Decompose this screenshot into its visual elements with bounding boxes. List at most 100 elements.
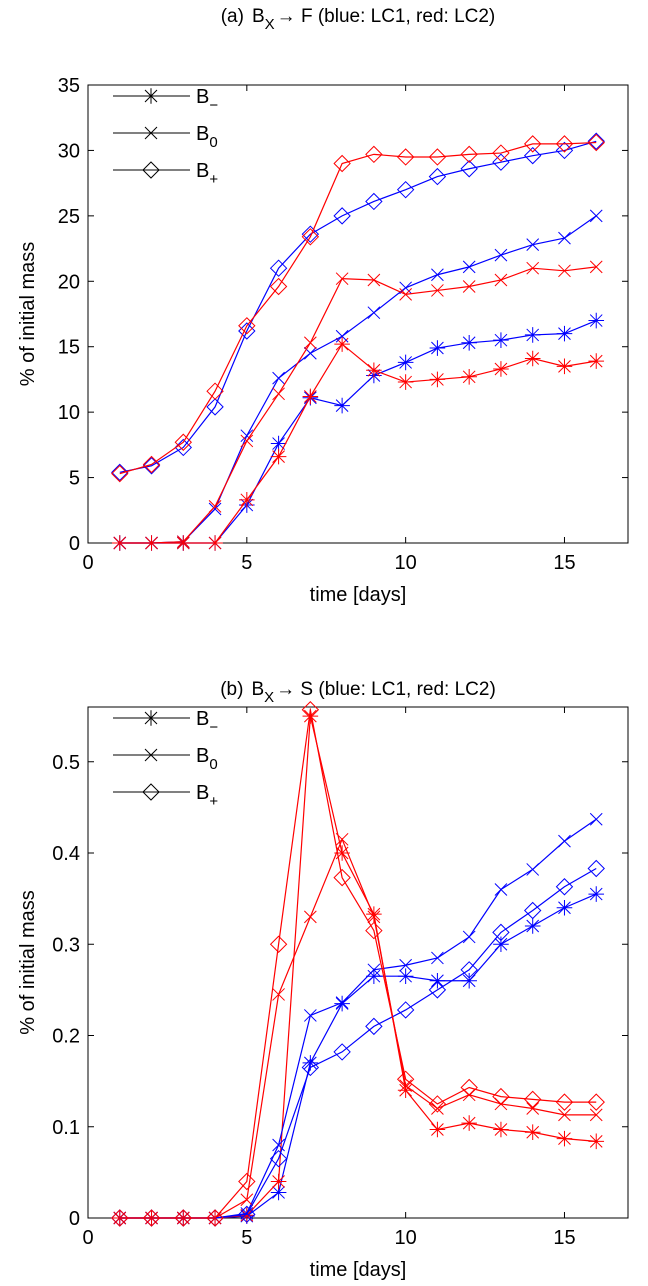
series-line: [119, 867, 597, 1219]
x-tick-label: 5: [241, 552, 252, 574]
marker-star: [143, 710, 159, 726]
marker-star: [397, 1082, 414, 1099]
y-tick-label: 25: [58, 206, 80, 228]
y-tick-label: 0.3: [52, 934, 80, 956]
marker-star: [334, 995, 350, 1012]
marker-x: [176, 535, 190, 549]
marker-star: [588, 1133, 605, 1150]
legend-label: B0: [196, 745, 218, 773]
axes-box: [87, 84, 629, 544]
series-line: [119, 715, 597, 1219]
y-tick-label: 0: [69, 533, 80, 555]
legend-entry: B−: [113, 708, 218, 736]
marker-star: [302, 708, 319, 724]
marker-diamond: [460, 160, 478, 178]
marker-diamond: [555, 1093, 574, 1111]
marker-diamond: [301, 228, 320, 246]
y-axis-label: % of initial mass: [17, 242, 39, 387]
marker-star: [588, 886, 605, 902]
series-line: [119, 140, 597, 473]
marker-star: [366, 906, 382, 922]
series-line: [119, 837, 597, 1219]
marker-diamond: [142, 1209, 161, 1227]
marker-diamond: [460, 961, 478, 979]
x-tick-label: 0: [82, 552, 93, 574]
label-sub: 0: [209, 756, 217, 773]
marker-diamond: [587, 133, 605, 152]
title-base: B: [251, 679, 264, 700]
label-sub: +: [209, 171, 218, 188]
title-rest: → F (blue: LC1, red: LC2): [277, 6, 496, 27]
marker-diamond: [238, 1172, 256, 1191]
marker-diamond: [555, 135, 574, 153]
marker-star: [493, 332, 509, 348]
marker-diamond: [333, 207, 351, 225]
marker-x: [494, 883, 508, 896]
marker-diamond: [269, 1149, 288, 1168]
marker-x: [272, 387, 285, 401]
marker-diamond: [523, 901, 542, 920]
marker-diamond: [365, 1017, 383, 1036]
label-sub: 0: [209, 134, 217, 151]
marker-diamond: [492, 1087, 510, 1106]
label-base: B: [196, 123, 209, 145]
marker-diamond: [333, 868, 351, 887]
marker-star: [429, 340, 446, 356]
title-sub: X: [264, 689, 274, 706]
marker-diamond: [428, 1095, 447, 1113]
marker-diamond: [238, 317, 256, 335]
marker-x: [367, 273, 381, 287]
marker-diamond: [301, 1058, 320, 1077]
marker-diamond: [174, 1209, 193, 1227]
legend-label: B−: [196, 86, 218, 114]
marker-x: [526, 1102, 540, 1115]
marker-x: [113, 536, 127, 550]
marker-diamond: [333, 1043, 351, 1061]
series-line: [119, 319, 597, 544]
marker-x: [431, 284, 444, 297]
marker-star: [588, 312, 605, 329]
marker-star: [556, 1130, 573, 1147]
marker-star: [556, 899, 573, 916]
marker-x: [431, 951, 444, 965]
y-tick-label: 30: [58, 140, 80, 162]
marker-x: [367, 306, 381, 320]
marker-diamond: [333, 154, 351, 173]
marker-star: [493, 361, 509, 377]
x-axis-label: time [days]: [310, 584, 407, 606]
marker-star: [524, 918, 541, 934]
series-line: [119, 266, 597, 544]
y-tick-label: 5: [69, 468, 80, 490]
marker-diamond: [269, 277, 288, 296]
legend-label: B−: [196, 708, 218, 736]
marker-diamond: [142, 161, 160, 179]
marker-x: [526, 863, 540, 876]
y-tick-label: 0.5: [52, 752, 80, 774]
label-base: B: [196, 745, 209, 767]
marker-diamond: [587, 859, 605, 878]
marker-x: [431, 268, 444, 282]
marker-x: [589, 812, 603, 826]
marker-diamond: [111, 464, 129, 483]
marker-star: [493, 1121, 509, 1138]
legend-entry: B+: [113, 782, 218, 810]
marker-diamond: [523, 146, 542, 165]
series-line: [119, 215, 597, 544]
y-tick-label: 15: [58, 337, 80, 359]
title-rest: → S (blue: LC1, red: LC2): [276, 679, 496, 700]
x-tick-label: 15: [553, 552, 575, 574]
label-base: B: [196, 86, 209, 108]
marker-diamond: [460, 145, 478, 164]
marker-x: [303, 910, 317, 924]
marker-x: [399, 958, 413, 972]
title-prefix: (a): [221, 6, 244, 27]
marker-star: [429, 972, 446, 989]
y-axis-label: % of initial mass: [17, 890, 39, 1035]
legend-entry: B0: [113, 123, 218, 151]
legend-entry: B−: [113, 86, 218, 114]
x-tick-label: 10: [395, 1227, 417, 1249]
legend-entry: B+: [113, 160, 218, 188]
marker-diamond: [301, 225, 320, 243]
marker-x: [272, 371, 285, 385]
